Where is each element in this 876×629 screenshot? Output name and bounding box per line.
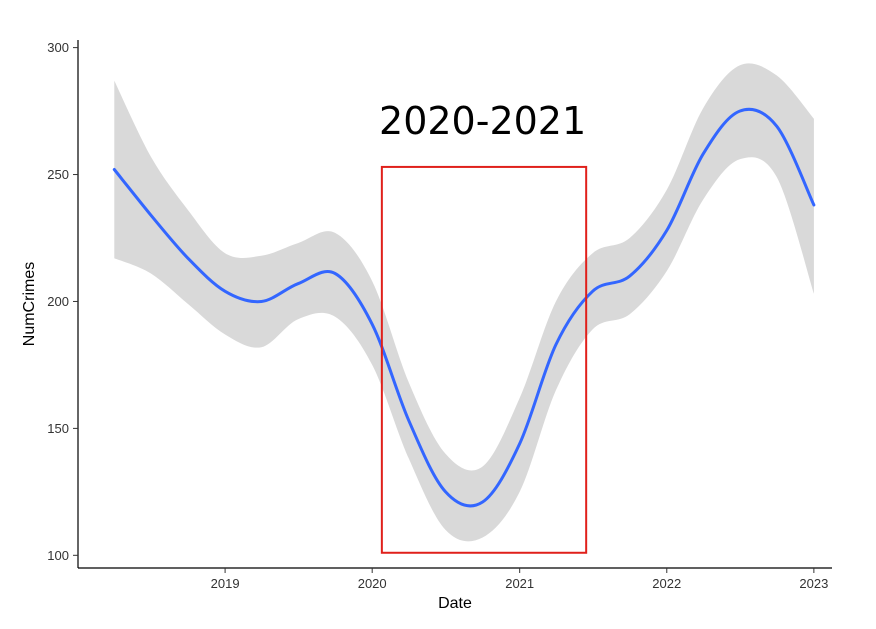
y-axis-title: NumCrimes: [21, 262, 38, 346]
axes: [77, 40, 832, 569]
y-tick-label: 150: [47, 421, 69, 436]
y-tick-label: 250: [47, 167, 69, 182]
smooth-trend-line: [112, 107, 816, 508]
highlight-rectangle: [380, 165, 588, 554]
y-tick-label: 300: [47, 40, 69, 55]
x-axis-title: Date: [438, 595, 472, 612]
series-line-layer: [112, 107, 816, 508]
x-tick-label: 2019: [211, 576, 240, 591]
x-tick-label: 2021: [505, 576, 534, 591]
x-tick-label: 2022: [652, 576, 681, 591]
y-tick-label: 100: [47, 548, 69, 563]
annotations: 2020-2021: [379, 99, 588, 554]
ticks: 2019 2020 2021 2022 2023 100 150 200 250 300: [47, 40, 828, 591]
x-tick-label: 2023: [799, 576, 828, 591]
annotation-label: 2020-2021: [379, 99, 586, 143]
y-tick-label: 200: [47, 294, 69, 309]
x-tick-label: 2020: [358, 576, 387, 591]
